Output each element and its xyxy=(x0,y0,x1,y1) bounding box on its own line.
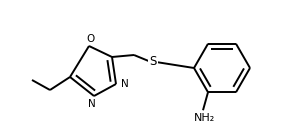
Text: NH₂: NH₂ xyxy=(193,113,215,123)
Text: N: N xyxy=(121,79,129,89)
Text: O: O xyxy=(86,34,94,44)
Text: S: S xyxy=(149,54,157,67)
Text: N: N xyxy=(88,99,96,109)
